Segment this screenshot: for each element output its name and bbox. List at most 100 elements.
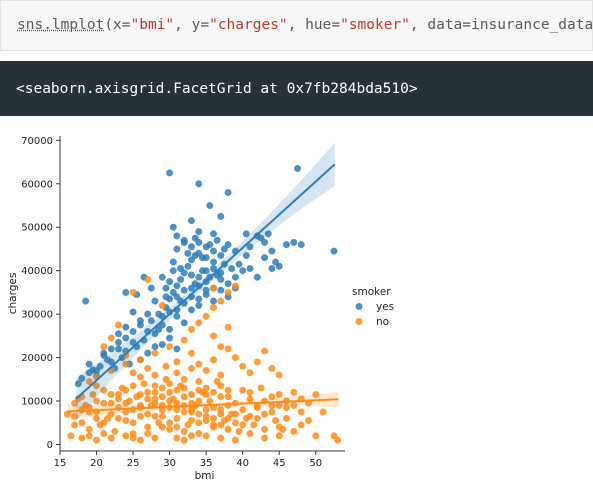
data-point-yes bbox=[217, 275, 225, 283]
data-point-no bbox=[93, 382, 100, 390]
data-point-no bbox=[275, 432, 283, 440]
data-point-no bbox=[217, 343, 225, 351]
data-point-no bbox=[93, 436, 100, 444]
code-cell[interactable]: sns.lmplot(x="bmi", y="charges", hue="sm… bbox=[0, 0, 593, 51]
data-point-no bbox=[202, 406, 210, 414]
data-point-no bbox=[334, 436, 342, 444]
data-point-no bbox=[195, 419, 203, 427]
data-point-no bbox=[210, 304, 217, 312]
data-point-no bbox=[231, 436, 239, 444]
data-point-yes bbox=[169, 267, 177, 275]
y-tick-label: 60000 bbox=[21, 179, 53, 190]
data-point-no bbox=[217, 421, 225, 429]
data-point-no bbox=[239, 362, 247, 370]
data-point-no bbox=[144, 395, 152, 403]
data-point-no bbox=[239, 406, 247, 414]
data-point-no bbox=[166, 419, 174, 427]
legend-title: smoker bbox=[352, 286, 391, 298]
arg-y-val: "charges" bbox=[209, 17, 288, 33]
data-point-yes bbox=[220, 245, 228, 253]
data-point-no bbox=[129, 288, 137, 296]
data-point-yes bbox=[195, 180, 203, 188]
data-point-yes bbox=[177, 265, 185, 272]
x-tick-label: 30 bbox=[163, 458, 176, 469]
data-point-no bbox=[158, 412, 166, 420]
data-point-no bbox=[71, 399, 79, 407]
data-point-yes bbox=[78, 374, 86, 382]
data-point-yes bbox=[275, 262, 283, 270]
data-point-no bbox=[173, 434, 181, 442]
x-tick-label: 35 bbox=[200, 458, 213, 469]
data-point-no bbox=[246, 388, 254, 396]
data-point-yes bbox=[188, 217, 195, 225]
data-point-no bbox=[173, 423, 181, 431]
data-point-no bbox=[188, 391, 195, 398]
data-point-no bbox=[231, 419, 239, 427]
data-point-no bbox=[253, 414, 261, 422]
data-point-no bbox=[78, 434, 86, 442]
data-point-yes bbox=[166, 169, 174, 177]
data-point-yes bbox=[115, 345, 122, 353]
data-point-yes bbox=[188, 306, 195, 314]
data-point-no bbox=[85, 425, 93, 433]
data-point-no bbox=[107, 334, 115, 342]
data-point-no bbox=[195, 386, 203, 394]
data-point-yes bbox=[195, 301, 203, 309]
data-point-yes bbox=[242, 252, 250, 259]
data-point-no bbox=[202, 367, 210, 375]
data-point-no bbox=[180, 375, 188, 383]
data-point-no bbox=[129, 369, 137, 377]
data-point-yes bbox=[202, 286, 210, 294]
data-point-yes bbox=[264, 230, 272, 238]
data-point-no bbox=[115, 321, 122, 329]
data-point-yes bbox=[261, 254, 269, 262]
data-point-yes bbox=[268, 247, 276, 255]
legend-label-no: no bbox=[376, 316, 389, 328]
data-point-no bbox=[166, 425, 174, 433]
data-point-no bbox=[195, 360, 203, 368]
data-point-yes bbox=[122, 288, 130, 296]
data-point-yes bbox=[115, 330, 122, 338]
data-point-no bbox=[136, 373, 144, 381]
arg-hue-val: "smoker" bbox=[340, 17, 410, 33]
data-point-no bbox=[129, 382, 137, 390]
data-point-no bbox=[71, 421, 79, 429]
data-point-yes bbox=[169, 223, 177, 231]
data-point-yes bbox=[217, 269, 225, 277]
y-tick-label: 20000 bbox=[21, 353, 53, 364]
data-point-no bbox=[224, 425, 232, 433]
data-point-yes bbox=[122, 334, 130, 342]
data-point-no bbox=[224, 386, 232, 394]
data-point-no bbox=[144, 275, 152, 283]
data-point-no bbox=[122, 351, 130, 359]
data-point-yes bbox=[166, 278, 174, 286]
data-point-no bbox=[158, 423, 166, 431]
data-point-no bbox=[188, 432, 195, 440]
y-tick-label: 40000 bbox=[21, 266, 53, 277]
data-point-yes bbox=[122, 323, 130, 331]
y-tick-label: 30000 bbox=[21, 310, 53, 321]
data-point-no bbox=[93, 397, 100, 405]
data-point-yes bbox=[210, 258, 217, 266]
data-point-yes bbox=[228, 265, 236, 272]
data-point-yes bbox=[195, 238, 203, 246]
data-point-no bbox=[151, 395, 159, 403]
data-point-yes bbox=[246, 243, 254, 251]
lmplot-chart: 15 20 25 30 35 40 45 50 0 10000 20000 30000 40000 500… bbox=[7, 136, 394, 482]
code-line: sns.lmplot(x="bmi", y="charges", hue="sm… bbox=[17, 17, 593, 33]
data-point-no bbox=[107, 399, 115, 407]
data-point-no bbox=[195, 410, 203, 418]
data-point-no bbox=[202, 432, 210, 440]
y-tick-label: 10000 bbox=[21, 397, 53, 408]
arg-data-key: , data=insurance_data) bbox=[409, 17, 593, 33]
data-point-no bbox=[173, 414, 181, 422]
data-point-no bbox=[151, 434, 159, 442]
arg-x-key: x= bbox=[113, 17, 131, 33]
data-point-yes bbox=[129, 328, 137, 335]
data-point-no bbox=[188, 325, 195, 333]
data-point-yes bbox=[294, 165, 301, 173]
data-point-yes bbox=[129, 338, 137, 346]
data-point-no bbox=[151, 412, 159, 420]
data-point-no bbox=[312, 432, 320, 440]
data-point-no bbox=[250, 421, 258, 429]
